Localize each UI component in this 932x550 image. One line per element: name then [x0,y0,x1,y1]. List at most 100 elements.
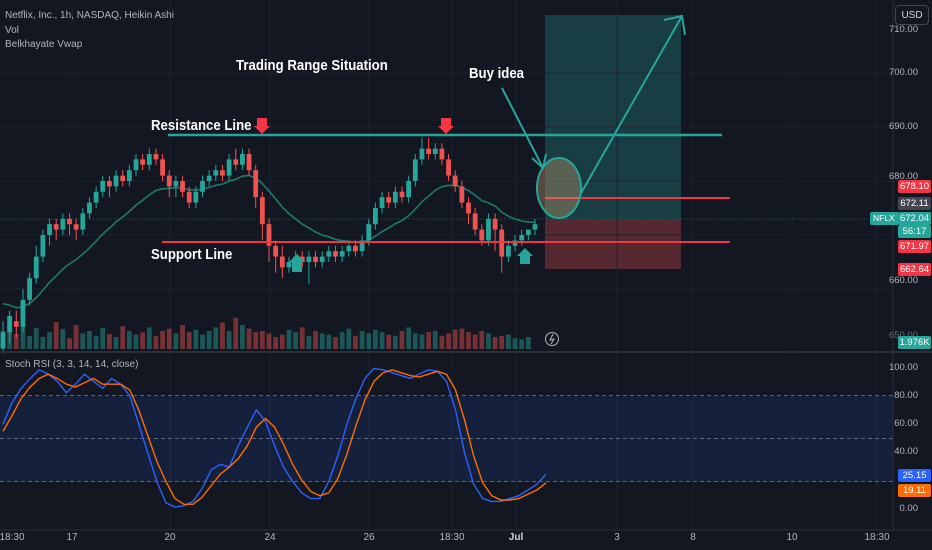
entry-low-label: 671.97 [898,240,931,253]
sell-marker-icon [438,118,454,134]
time-label: 17 [66,532,78,543]
rsi-tick: 100.00 [888,362,918,373]
stop-price-label: 662.64 [898,263,931,276]
volume-bar [346,328,352,349]
candle-body [532,224,538,230]
volume-bar [519,339,525,349]
volume-bar [200,334,205,349]
volume-bar [492,337,498,349]
time-label: 8 [690,532,696,543]
candle-body [333,251,338,257]
volume-bar [140,332,146,349]
volume-bar [399,331,405,349]
volume-bar [100,328,106,349]
candle-body [153,154,159,160]
volume-bar [53,322,59,349]
resistance-label[interactable]: Resistance Line [151,117,252,134]
candle-body [47,224,52,235]
volume-bar [452,329,458,349]
volume-bar [293,332,298,349]
volume-bar [506,334,511,349]
volume-bar [266,333,272,349]
nflx-price-label: 672.04 [898,212,931,225]
candle-body [67,218,72,225]
volume-bar [406,327,412,349]
volume-bar [220,322,225,349]
buy-idea-arrow[interactable] [501,87,544,169]
candle-body [419,148,425,160]
candle-body [446,159,451,176]
volume-bar [233,317,239,349]
candle-body [7,316,13,333]
volume-bar [499,335,505,349]
candle-body [432,148,438,154]
candle-body [160,159,165,176]
candles [0,137,538,354]
trading-range-title[interactable]: Trading Range Situation [236,57,388,74]
candle-body [140,159,146,165]
volume-bar [366,333,372,349]
volume-bar [379,332,385,349]
price-tick: 680.00 [888,171,918,182]
candle-body [246,154,252,171]
candle-body [406,181,412,198]
candle-body [146,154,152,165]
currency-button[interactable]: USD [895,5,929,25]
candle-body [27,278,32,300]
profit-zone[interactable] [545,15,681,220]
volume-bar [472,334,478,349]
candle-body [173,181,179,187]
time-label: 20 [164,532,176,543]
candle-body [40,235,46,257]
candle-body [326,251,332,257]
volume-bar [479,331,485,349]
candle-body [266,224,272,246]
buy-idea-label[interactable]: Buy idea [469,65,525,82]
volume-indicator-label[interactable]: Vol [5,25,19,36]
candle-body [439,148,445,160]
volume-bar [180,325,185,349]
volume-bar [113,337,119,349]
candle-body [180,181,185,192]
candle-body [113,175,119,187]
candle-body [100,181,106,192]
nflx-symbol-tag: NFLX [870,212,898,225]
volume-bar [439,335,445,349]
volume-bar [353,335,358,349]
volume-bar [193,329,199,349]
candle-body [53,224,59,230]
candle-body [519,235,525,241]
candle-body [233,159,239,165]
buy-zone-circle[interactable] [536,157,582,219]
candle-body [492,218,498,230]
volume-bar [153,335,159,349]
buy-idea-arrow-head [531,153,547,170]
candle-body [33,256,39,279]
candle-body [87,202,92,214]
loss-zone[interactable] [545,220,681,269]
stoch-rsi-title[interactable]: Stoch RSI (3, 3, 14, 14, close) [5,359,139,370]
symbol-info[interactable]: Netflix, Inc., 1h, NASDAQ, Heikin Ashi [5,10,174,21]
time-label: 18:30 [0,532,25,543]
candle-body [339,251,345,257]
candle-body [353,245,358,252]
projection-arrow[interactable] [579,15,683,196]
volume-bar [486,333,491,349]
volume-bar [273,337,279,349]
rsi-tick: 60.00 [894,418,918,429]
volume-bar [412,333,418,349]
candle-body [452,175,458,187]
candle-body [226,159,232,176]
candle-body [512,240,518,246]
nflx-price-tag[interactable]: NFLX [870,212,898,225]
lightning-icon[interactable] [545,332,559,346]
candle-body [253,170,259,198]
volume-bar [525,337,531,349]
support-label[interactable]: Support Line [151,246,233,263]
candle-body [13,321,19,327]
vwap-indicator-label[interactable]: Belkhayate Vwap [5,39,83,50]
volume-bar [253,332,259,349]
candle-body [120,175,126,181]
